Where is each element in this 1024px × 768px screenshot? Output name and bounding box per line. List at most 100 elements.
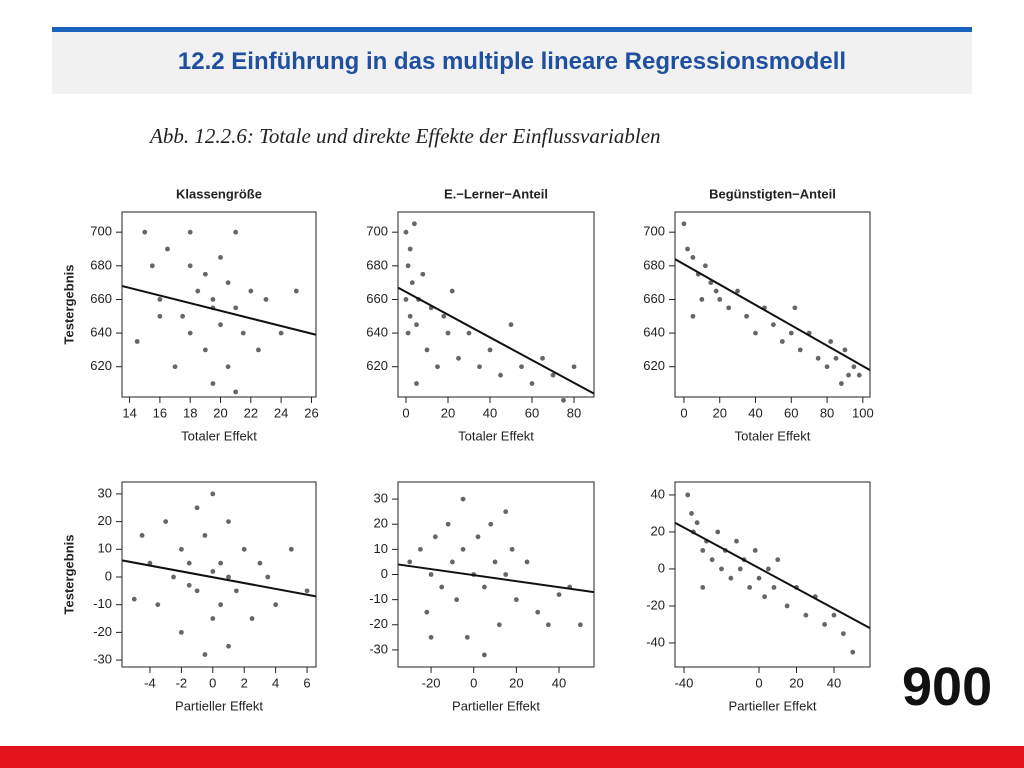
point — [417, 546, 423, 552]
y-tick-label: 30 — [98, 485, 112, 500]
point — [713, 288, 719, 294]
y-axis-label: Testergebnis — [61, 265, 76, 345]
point — [233, 389, 239, 395]
point — [218, 602, 224, 608]
point — [134, 339, 140, 344]
point — [487, 347, 493, 353]
point — [233, 229, 239, 235]
point — [449, 559, 455, 565]
point — [441, 313, 447, 319]
point — [850, 649, 856, 655]
point — [717, 297, 723, 302]
point — [824, 364, 830, 370]
x-tick-label: 60 — [525, 405, 539, 420]
charts: 14 16 18 20 22 24 26620640660680700Klassengröß… — [61, 186, 873, 713]
y-tick-label: 680 — [643, 257, 665, 272]
regression-line — [121, 559, 317, 598]
figure-caption: Abb. 12.2.6: Totale und direkte Effekte … — [150, 124, 661, 148]
y-tick-label: 680 — [90, 257, 112, 272]
x-tick-label: 40 — [552, 675, 566, 690]
x-tick-label: 40 — [827, 675, 841, 690]
point — [435, 364, 440, 370]
y-tick-label: 700 — [90, 224, 112, 239]
point — [218, 560, 224, 566]
y-tick-label: 640 — [366, 325, 388, 340]
point — [828, 339, 834, 344]
point — [226, 643, 231, 649]
plot-frame — [121, 481, 317, 668]
point — [225, 364, 231, 370]
y-tick-label: -10 — [93, 596, 112, 611]
point — [498, 372, 503, 378]
point — [685, 492, 691, 498]
x-tick-label: 6 — [303, 675, 310, 690]
point — [690, 255, 696, 260]
point — [186, 582, 192, 588]
x-tick-label: -20 — [422, 675, 441, 690]
y-tick-label: 640 — [643, 325, 665, 340]
point — [202, 271, 208, 277]
point — [407, 559, 413, 565]
x-tick-label: 80 — [820, 405, 834, 420]
point — [550, 372, 556, 378]
point — [210, 381, 216, 386]
x-axis-label: Totaler Effekt — [458, 428, 534, 443]
point — [503, 572, 509, 577]
point — [775, 557, 781, 563]
point — [488, 521, 494, 527]
point — [709, 557, 715, 563]
point — [792, 305, 798, 311]
point — [481, 652, 487, 658]
y-tick-label: 660 — [366, 291, 388, 306]
y-tick-label: 660 — [90, 291, 112, 306]
point — [561, 397, 566, 403]
x-axis-label: Totaler Effekt — [181, 428, 257, 443]
point — [278, 330, 284, 336]
slide-title: 12.2 Einführung in das multiple lineare … — [177, 48, 847, 75]
y-tick-label: 620 — [90, 358, 112, 373]
point — [460, 496, 466, 502]
point — [822, 622, 828, 627]
point — [288, 546, 294, 552]
point — [762, 594, 768, 600]
point — [218, 255, 223, 260]
point — [508, 322, 514, 328]
point — [194, 505, 200, 511]
point — [492, 559, 498, 565]
point — [771, 585, 777, 590]
x-tick-label: 0 — [755, 675, 762, 690]
point — [784, 603, 790, 609]
point — [529, 381, 535, 386]
point — [157, 297, 163, 302]
point — [577, 622, 583, 628]
y-axis-label: Testergebnis — [61, 535, 76, 615]
point — [149, 263, 155, 269]
point — [241, 546, 247, 552]
point — [735, 288, 741, 294]
point — [407, 246, 413, 252]
point — [424, 609, 430, 615]
y-tick-label: 40 — [651, 486, 665, 501]
x-tick-label: 40 — [483, 405, 497, 420]
x-axis-label: Partieller Effekt — [452, 698, 540, 713]
point — [445, 330, 451, 336]
point — [218, 322, 223, 328]
point — [734, 538, 739, 544]
point — [273, 602, 279, 608]
plot-frame — [121, 211, 317, 398]
x-tick-label: 40 — [748, 405, 762, 420]
x-tick-label: -2 — [176, 675, 188, 690]
point — [233, 305, 239, 311]
point — [210, 616, 216, 621]
y-tick-label: 640 — [90, 325, 112, 340]
point — [703, 263, 708, 269]
point — [840, 631, 846, 637]
y-tick-label: -30 — [93, 652, 112, 667]
point — [432, 534, 438, 540]
x-tick-label: 16 — [153, 405, 167, 420]
y-tick-label: -20 — [646, 597, 665, 612]
regression-line — [674, 521, 871, 630]
y-tick-label: 0 — [381, 566, 388, 581]
footer-bar — [0, 746, 1024, 768]
point — [195, 288, 201, 294]
